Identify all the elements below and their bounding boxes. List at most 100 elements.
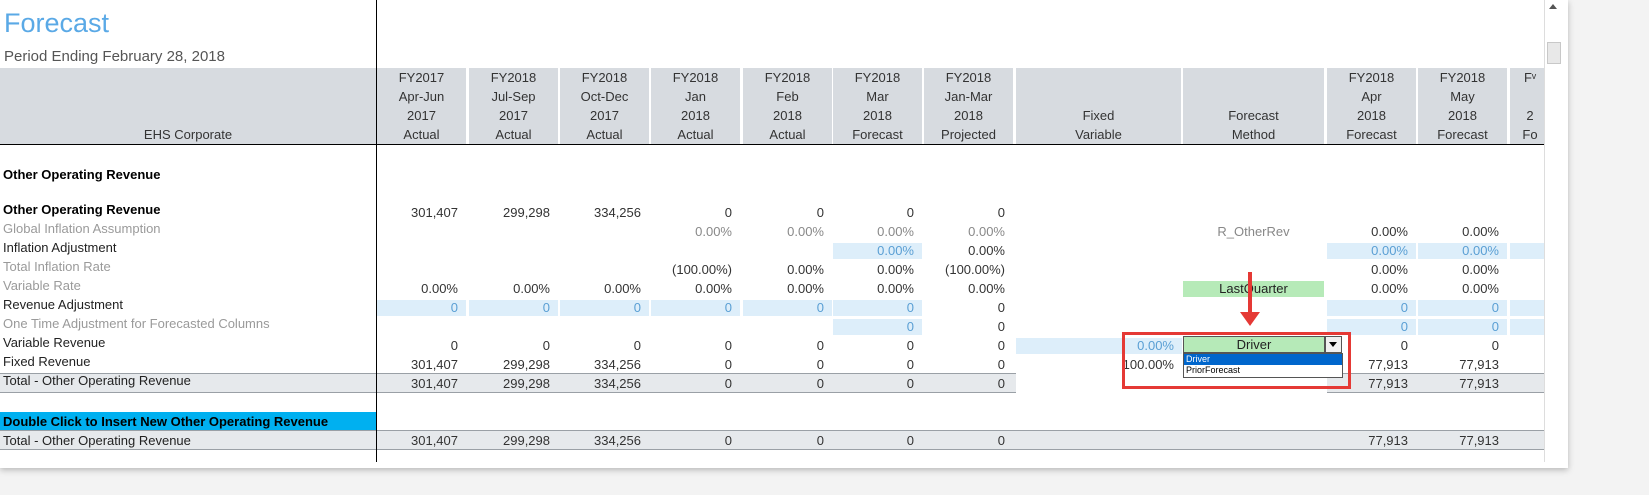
grid-cell: 100.00% xyxy=(1122,357,1174,372)
column-header-text: Forecast xyxy=(852,127,903,142)
column-header-text: Feb xyxy=(776,89,799,104)
column-header-10: FY2018 May 2018 Forecast xyxy=(1418,68,1507,144)
grid-cell[interactable]: 0.00% xyxy=(1016,338,1182,354)
grid-cell[interactable]: 0 xyxy=(560,300,649,316)
spreadsheet-frame: Forecast Period Ending February 28, 2018… xyxy=(0,0,1568,468)
grand-total-cell: 334,256 xyxy=(594,433,641,448)
dropdown-option-priorforecast[interactable]: PriorForecast xyxy=(1186,365,1241,375)
grid-cell[interactable]: R_OtherRev xyxy=(1217,224,1290,239)
grid-cell[interactable] xyxy=(1510,300,1550,316)
row-label: Total Inflation Rate xyxy=(3,259,111,274)
grid-cell[interactable]: 0 xyxy=(1327,319,1416,335)
column-header-4: FY2018 Feb 2018 Actual xyxy=(743,68,832,144)
grand-total-cell: 0 xyxy=(906,433,914,448)
column-header-text: 2018 xyxy=(773,108,802,123)
column-header-text: 2017 xyxy=(590,108,619,123)
column-header-text: FY2017 xyxy=(398,70,445,85)
row-label: Total - Other Operating Revenue xyxy=(3,373,191,388)
page-title: Forecast xyxy=(4,8,110,38)
row-label: Revenue Adjustment xyxy=(3,297,123,312)
scroll-up-icon[interactable] xyxy=(1549,4,1557,9)
grid-cell: 0.00% xyxy=(968,281,1005,296)
grid-cell: 0 xyxy=(724,338,732,353)
insert-row-bar[interactable] xyxy=(0,412,376,431)
column-header-text: 2018 xyxy=(1448,108,1477,123)
column-header-text: Actual xyxy=(586,127,623,142)
grid-cell[interactable]: 0 xyxy=(377,300,466,316)
column-header-text: FY2018 xyxy=(672,70,719,85)
grid-cell: 0.00% xyxy=(1462,262,1499,277)
row-label: One Time Adjustment for Forecasted Colum… xyxy=(3,316,270,331)
vertical-scrollbar[interactable] xyxy=(1544,0,1562,462)
column-header-6: FY2018 Jan-Mar 2018 Projected xyxy=(924,68,1013,144)
grid-cell: 0.00% xyxy=(787,224,824,239)
grid-cell: 0 xyxy=(724,357,732,372)
frozen-pane-divider xyxy=(376,0,377,462)
column-header-text: Jul-Sep xyxy=(491,89,536,104)
forecast-method-dropdown[interactable]: Driver xyxy=(1183,336,1325,353)
grid-cell: 0 xyxy=(906,357,914,372)
grid-cell: 0.00% xyxy=(1371,281,1408,296)
grand-total-cell: 0 xyxy=(724,433,732,448)
grid-cell[interactable]: 0 xyxy=(469,300,558,316)
column-header-text: FY2018 xyxy=(581,70,628,85)
grid-cell: 0.00% xyxy=(968,224,1005,239)
column-header-9: FY2018 Apr 2018 Forecast xyxy=(1327,68,1416,144)
grid-cell: 0.00% xyxy=(1371,224,1408,239)
column-header-text: Forecast xyxy=(1437,127,1488,142)
grid-cell: 0 xyxy=(816,376,824,391)
grid-cell[interactable]: 0.00% xyxy=(1418,243,1507,259)
grid-cell: 334,256 xyxy=(594,357,641,372)
grid-cell[interactable]: 0.00% xyxy=(833,243,922,259)
grand-total-cell: 0 xyxy=(816,433,824,448)
dropdown-options-list[interactable]: Driver PriorForecast xyxy=(1183,353,1343,378)
column-header-text: FY2018 xyxy=(1439,70,1486,85)
column-header-text: Variable xyxy=(1075,127,1122,142)
grid-cell[interactable]: 0 xyxy=(1418,300,1507,316)
column-header-2: FY2018 Oct-Dec 2017 Actual xyxy=(560,68,649,144)
annotation-arrow xyxy=(1248,272,1252,316)
grid-cell[interactable]: 0 xyxy=(1327,300,1416,316)
header-bottom-line xyxy=(0,144,1544,145)
column-header-5: FY2018 Mar 2018 Forecast xyxy=(833,68,922,144)
grid-cell: 0.00% xyxy=(787,262,824,277)
grid-cell: 0.00% xyxy=(877,224,914,239)
grid-cell: (100.00%) xyxy=(672,262,732,277)
dropdown-option-driver[interactable]: Driver xyxy=(1184,354,1342,365)
grid-cell: 0.00% xyxy=(695,281,732,296)
total-row-band xyxy=(0,373,1016,393)
column-header-text: Apr-Jun xyxy=(398,89,445,104)
column-header-text: Mar xyxy=(866,89,889,104)
insert-row-label[interactable]: Double Click to Insert New Other Operati… xyxy=(3,414,329,429)
grid-cell[interactable] xyxy=(1510,319,1550,335)
grid-cell[interactable]: 0 xyxy=(1418,319,1507,335)
grid-cell[interactable]: 0 xyxy=(833,319,922,335)
column-header-text: FY2018 xyxy=(1348,70,1395,85)
column-header-text: Method xyxy=(1231,127,1276,142)
grid-cell: 0 xyxy=(633,338,641,353)
grid-cell[interactable] xyxy=(1510,243,1550,259)
row-header-cell: EHS Corporate xyxy=(0,68,376,144)
column-header-text xyxy=(1183,87,1324,106)
grid-cell[interactable]: 0 xyxy=(743,300,832,316)
grid-cell: 0 xyxy=(450,338,458,353)
dropdown-toggle-button[interactable] xyxy=(1325,336,1342,353)
scroll-thumb[interactable] xyxy=(1547,42,1561,64)
grid-cell[interactable]: 0.00% xyxy=(1327,243,1416,259)
grid-cell: 0 xyxy=(542,338,550,353)
grid-cell[interactable]: 0 xyxy=(651,300,740,316)
column-header-text: May xyxy=(1450,89,1475,104)
grid-cell[interactable]: 0 xyxy=(833,300,922,316)
grid-cell: 334,256 xyxy=(594,205,641,220)
grid-cell: 77,913 xyxy=(1368,376,1408,391)
grid-cell: 0.00% xyxy=(695,224,732,239)
grid-cell: 0.00% xyxy=(421,281,458,296)
grid-cell: 77,913 xyxy=(1459,357,1499,372)
column-header-text: Jan xyxy=(685,89,706,104)
grid-cell[interactable]: LastQuarter xyxy=(1183,281,1324,297)
grid-cell: (100.00%) xyxy=(945,262,1005,277)
annotation-highlight-box xyxy=(1122,332,1351,389)
column-header-text: 2018 xyxy=(681,108,710,123)
column-header-text: Projected xyxy=(941,127,996,142)
row-label: Global Inflation Assumption xyxy=(3,221,161,236)
